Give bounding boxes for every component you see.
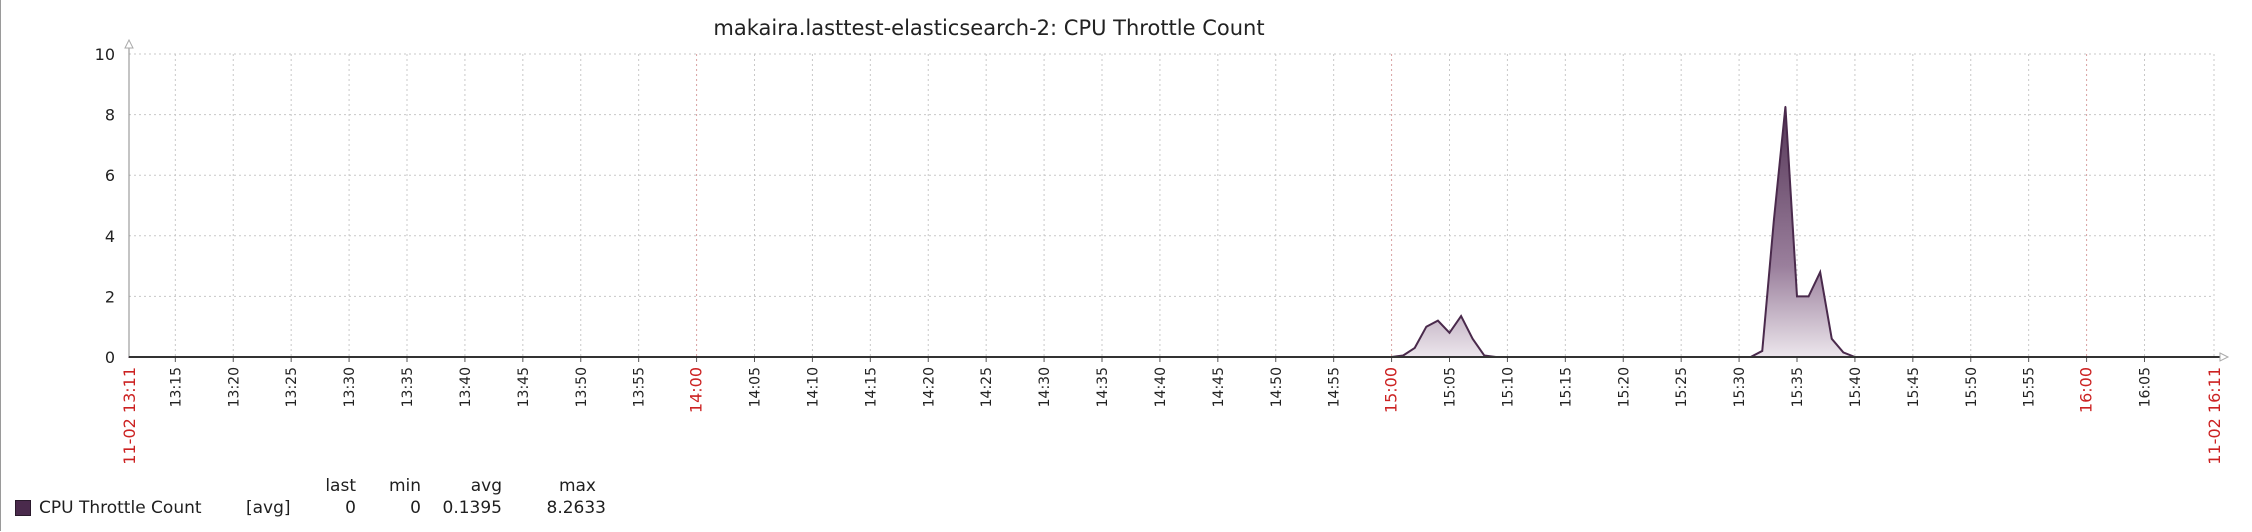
x-start-label: 11-02 13:11: [120, 367, 139, 465]
x-tick-label: 15:00: [1382, 367, 1401, 413]
data-point: [1819, 271, 1821, 273]
x-tick-label: 14:10: [805, 367, 821, 407]
x-tick-label: 15:30: [1732, 367, 1748, 407]
x-tick-label: 14:15: [863, 367, 879, 407]
x-tick-label: 13:50: [574, 367, 590, 407]
x-tick-label: 14:55: [1327, 367, 1343, 407]
x-tick-label: 13:55: [632, 367, 648, 407]
data-point: [1425, 325, 1428, 328]
x-tick-label: 15:35: [1790, 367, 1806, 407]
x-tick-label: 15:45: [1906, 367, 1922, 407]
grid: [129, 53, 2215, 358]
data-point: [1413, 347, 1416, 349]
data-point: [1402, 354, 1404, 357]
x-tick-label: 15:50: [1964, 367, 1980, 407]
series-line: [129, 106, 2214, 358]
data-point: [1784, 105, 1787, 108]
x-tick-label: 13:15: [168, 367, 184, 407]
axes: [124, 38, 2230, 362]
x-tick-label: 13:35: [400, 367, 416, 407]
x-tick-label: 13:25: [284, 367, 300, 407]
data-point: [1483, 354, 1486, 357]
data-point: [1460, 315, 1462, 317]
x-tick-label: 16:00: [2077, 367, 2096, 413]
data-point: [1830, 338, 1833, 340]
data-point: [1773, 219, 1775, 222]
data-point: [1448, 331, 1451, 334]
x-tick-label: 15:15: [1558, 367, 1574, 407]
legend-last-value: 0: [345, 498, 356, 518]
x-tick-label: 14:40: [1153, 367, 1169, 407]
x-tick-label: 14:25: [979, 367, 995, 407]
x-tick-label: 15:20: [1616, 367, 1632, 407]
x-tick-label: 15:40: [1848, 367, 1864, 407]
data-point: [1796, 295, 1798, 298]
data-point: [1471, 338, 1474, 340]
legend-swatch: [15, 500, 31, 516]
y-tick-label: 4: [105, 227, 115, 246]
x-tick-label: 15:55: [2022, 367, 2038, 407]
y-axis-arrow: [124, 38, 134, 49]
x-tick-label: 15:25: [1674, 367, 1690, 407]
x-axis-arrow: [2219, 352, 2230, 362]
x-tick-label: 13:20: [226, 367, 242, 407]
series-layer: [128, 105, 2215, 358]
legend-series-name: CPU Throttle Count: [39, 498, 202, 518]
x-tick-label: 14:30: [1037, 367, 1053, 407]
chart-title: makaira.lasttest-elasticsearch-2: CPU Th…: [713, 16, 1264, 40]
legend-min-value: 0: [410, 498, 421, 518]
x-tick-label: 14:05: [748, 367, 764, 407]
legend-col-min: min: [388, 476, 421, 496]
y-tick-label: 8: [105, 106, 115, 125]
data-point: [1842, 351, 1845, 354]
chart-area: makaira.lasttest-elasticsearch-2: CPU Th…: [95, 16, 2230, 465]
x-tick-label: 14:00: [687, 367, 706, 413]
legend-max-value: 8.2633: [546, 498, 606, 518]
x-tick-label: 14:45: [1211, 367, 1227, 407]
data-point: [1807, 295, 1810, 298]
legend-function: [avg]: [246, 498, 291, 518]
y-tick-label: 10: [95, 45, 115, 64]
x-tick-label: 14:50: [1269, 367, 1285, 407]
legend: last min avg max CPU Throttle Count [avg…: [1, 474, 701, 530]
x-tick-label: 13:40: [458, 367, 474, 407]
legend-col-max: max: [558, 476, 596, 496]
y-tick-label: 2: [105, 287, 115, 306]
x-tick-label: 16:05: [2138, 367, 2154, 407]
legend-col-avg: avg: [470, 476, 502, 496]
series-area: [129, 106, 2214, 357]
data-point: [1437, 319, 1439, 322]
x-tick-label: 13:45: [516, 367, 532, 407]
legend-avg-value: 0.1395: [442, 498, 502, 518]
x-tick-labels: 13:15 13:20 13:25 13:30 13:35 13:40 13:45 13:50…: [120, 367, 2224, 465]
data-point: [1761, 350, 1764, 352]
y-tick-label: 6: [105, 166, 115, 185]
x-end-label: 11-02 16:11: [2205, 367, 2224, 465]
x-tick-label: 15:05: [1443, 367, 1459, 407]
x-tick-label: 13:30: [342, 367, 358, 407]
x-tick-label: 14:35: [1095, 367, 1111, 407]
x-tick-label: 15:10: [1500, 367, 1516, 407]
y-tick-labels: 0 2 4 6 8 10: [95, 45, 115, 367]
y-tick-label: 0: [105, 348, 115, 367]
x-tick-label: 14:20: [921, 367, 937, 407]
legend-col-last: last: [325, 476, 356, 496]
